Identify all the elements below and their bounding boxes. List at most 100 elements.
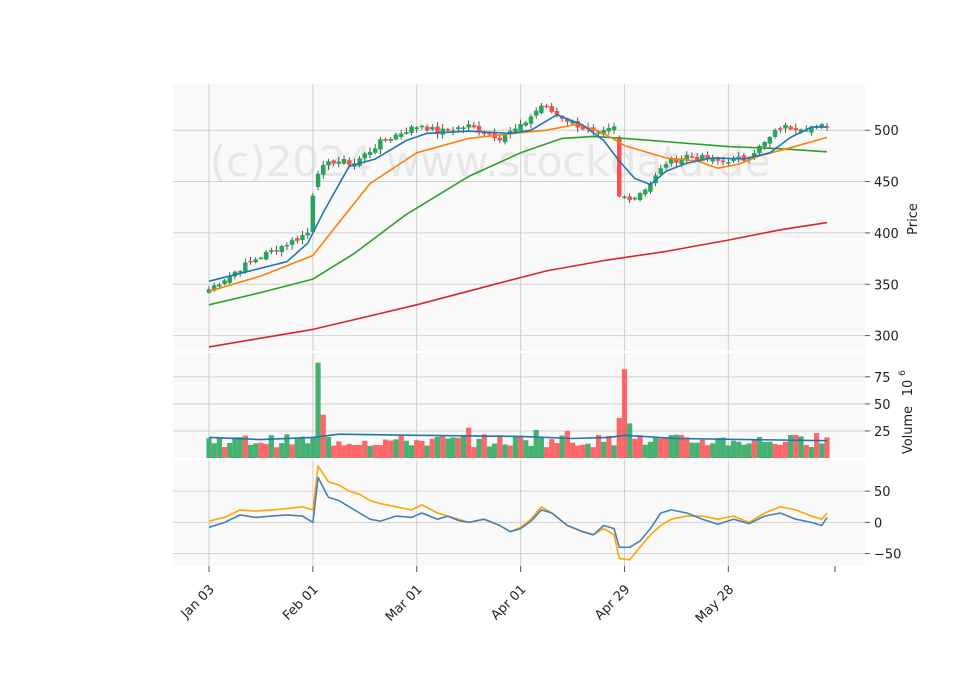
oscillator-panel — [173, 460, 865, 566]
volume-bar-up — [715, 437, 721, 458]
candle-up — [378, 139, 383, 150]
volume-bar-down — [575, 445, 581, 458]
candle-down — [274, 250, 279, 252]
volume-bar-down — [377, 445, 383, 458]
volume-bar-up — [647, 441, 654, 458]
volume-bar-down — [471, 447, 477, 458]
ma-slow-line — [208, 135, 828, 306]
candle-up — [310, 195, 316, 232]
volume-bar-up — [460, 435, 467, 458]
volume-bar-up — [808, 446, 815, 458]
candle-up — [606, 128, 612, 132]
volume-bar-down — [263, 443, 269, 458]
volume-bar-down — [751, 440, 757, 458]
volume-bar-up — [310, 437, 316, 458]
candle-up — [217, 284, 222, 287]
volume-bar-up — [294, 438, 300, 458]
volume-axis-label: Volume — [901, 406, 916, 454]
volume-bar-up — [653, 437, 659, 458]
candle-up — [289, 239, 295, 245]
volume-tick-label: 25 — [874, 425, 891, 440]
volume-bar-down — [595, 434, 602, 458]
volume-bar-down — [362, 440, 368, 458]
volume-bar-up — [673, 434, 679, 458]
x-tick-label: Apr 01 — [488, 582, 529, 623]
volume-bar-down — [221, 446, 228, 458]
volume-bar-up — [710, 443, 716, 458]
volume-bar-down — [507, 445, 513, 458]
candle-up — [461, 127, 466, 129]
volume-bar-up — [232, 437, 238, 458]
candle-up — [767, 136, 773, 144]
volume-bar-down — [793, 435, 799, 458]
volume-bar-up — [694, 442, 700, 458]
candle-up — [315, 173, 321, 187]
candle-up — [398, 133, 404, 137]
volume-bar-down — [242, 435, 248, 458]
volume-tick-label: 50 — [874, 398, 891, 413]
candle-up — [326, 161, 331, 166]
volume-bar-down — [341, 445, 347, 458]
candle-up — [523, 122, 529, 126]
price-tick-label: 350 — [874, 278, 899, 293]
candle-up — [284, 245, 290, 247]
volume-bar-up — [476, 438, 482, 458]
candle-down — [793, 127, 799, 131]
volume-bar-up — [668, 435, 674, 458]
candle-up — [622, 196, 627, 198]
candle-down — [720, 160, 726, 163]
volume-bar-down — [803, 444, 809, 458]
volume-bar-up — [486, 446, 493, 458]
volume-bar-up — [523, 440, 529, 458]
candle-up — [611, 126, 617, 131]
volume-bar-up — [611, 445, 617, 458]
volume-bar-up — [642, 444, 648, 458]
price-tick-label: 400 — [874, 227, 899, 242]
volume-bar-up — [305, 443, 311, 458]
candle-up — [243, 262, 248, 272]
candle-up — [253, 259, 258, 263]
volume-bar-down — [331, 445, 337, 458]
candle-up — [258, 257, 264, 260]
candle-down — [346, 160, 352, 165]
candle-down — [331, 160, 336, 164]
price-axis-title: Price — [906, 203, 921, 235]
price-series-layer — [206, 102, 830, 348]
volume-bar-up — [247, 444, 254, 458]
candle-up — [502, 135, 508, 143]
volume-bar-up — [720, 437, 726, 458]
volume-bar-up — [284, 434, 290, 458]
volume-bar-up — [601, 441, 607, 458]
candle-up — [362, 153, 368, 159]
candle-up — [414, 127, 419, 129]
volume-bar-down — [590, 447, 596, 458]
volume-bar-down — [658, 438, 664, 458]
volume-bar-down — [336, 441, 342, 458]
volume-bar-up — [756, 437, 763, 458]
volume-bar-up — [367, 445, 373, 458]
volume-bar-down — [388, 440, 394, 458]
volume-bar-up — [725, 445, 731, 458]
candle-up — [466, 124, 471, 128]
x-tick-label: Apr 29 — [592, 582, 633, 623]
volume-bar-down — [382, 439, 389, 458]
ma-long-line — [208, 221, 828, 348]
volume-bar-up — [279, 443, 285, 458]
candle-up — [440, 128, 445, 135]
volume-bar-down — [543, 447, 550, 458]
oscillator-tick-label: 50 — [874, 485, 891, 500]
volume-bar-down — [704, 445, 711, 458]
candle-down — [435, 126, 440, 135]
volume-bar-up — [299, 436, 306, 458]
candle-up — [419, 125, 425, 128]
candle-down — [694, 156, 700, 161]
volume-bar-up — [689, 442, 695, 458]
volume-bar-down — [554, 443, 560, 458]
candle-up — [757, 145, 762, 154]
candle-up — [518, 124, 523, 131]
volume-bar-up — [253, 443, 259, 458]
volume-bar-up — [206, 438, 212, 458]
volume-bar-up — [741, 444, 747, 458]
volume-bar-up — [408, 445, 415, 458]
candle-up — [637, 193, 643, 201]
